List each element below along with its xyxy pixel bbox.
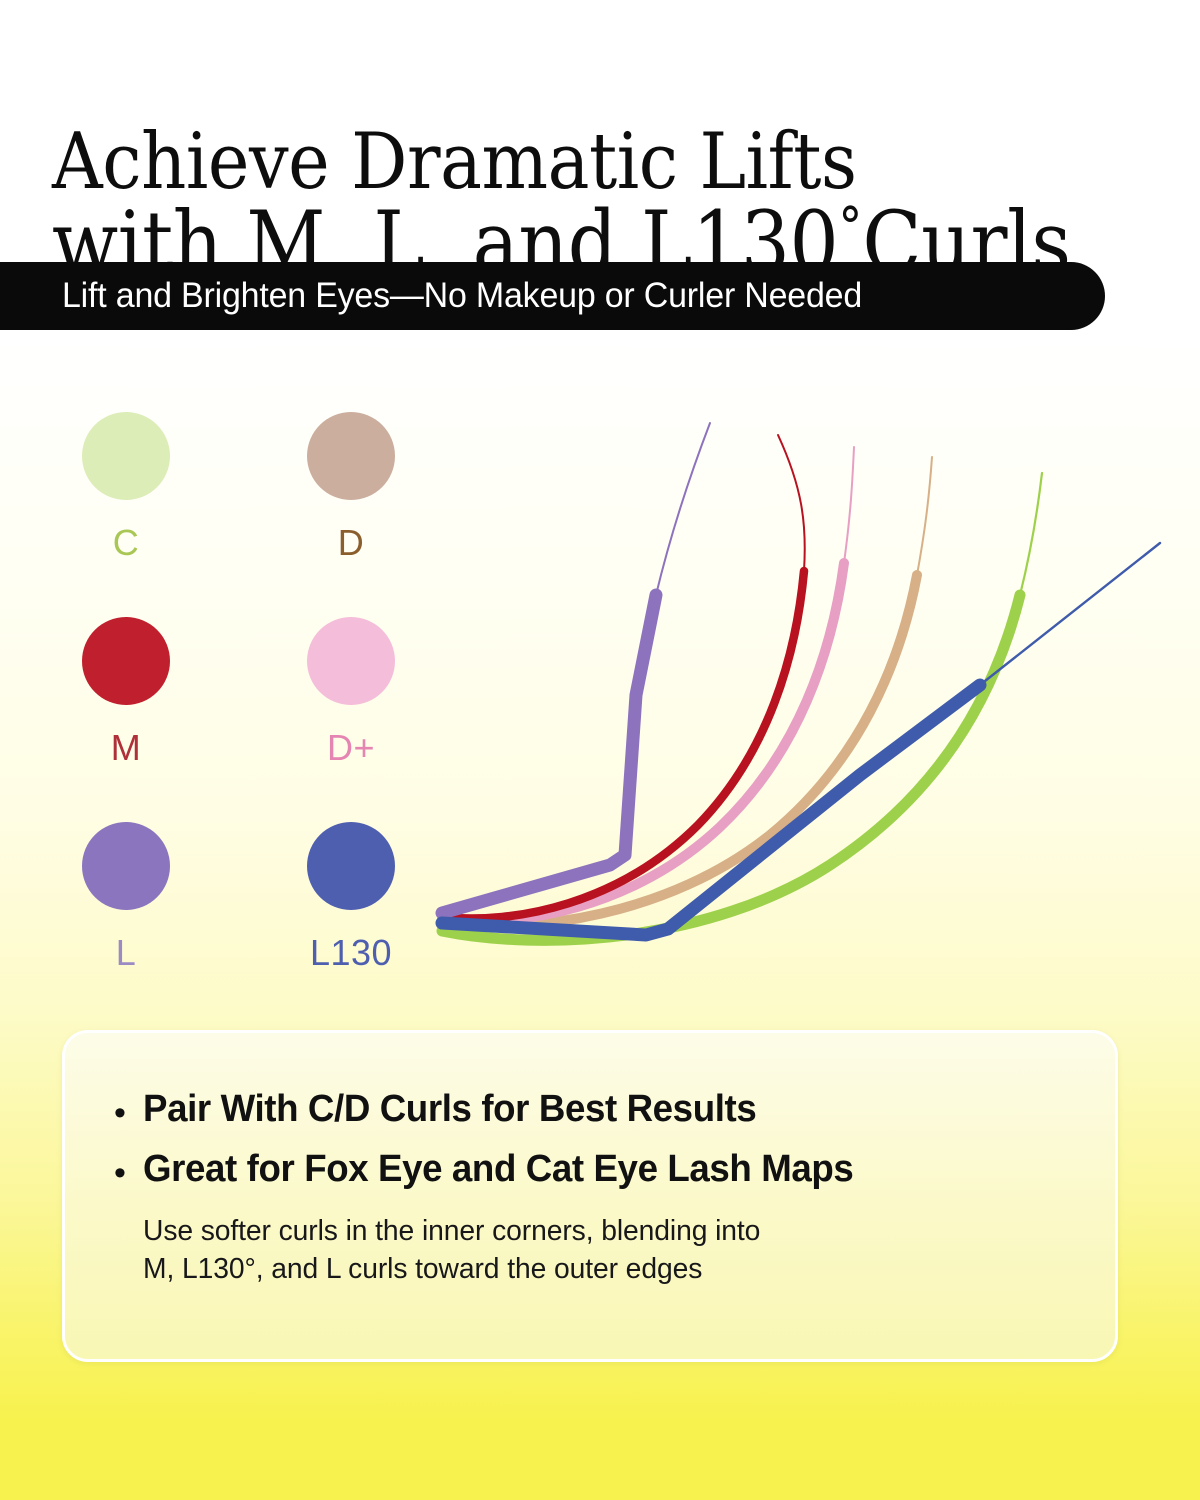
legend-label-c: C — [112, 522, 140, 563]
tips-subnote-line-2: M, L130°, and L curls toward the outer e… — [143, 1252, 703, 1285]
curve-m — [437, 434, 809, 923]
bullet-marker-icon: • — [114, 1094, 126, 1132]
tips-card: • Pair With C/D Curls for Best Results •… — [62, 1030, 1118, 1362]
legend-item-dplus[interactable]: D+ — [307, 617, 442, 822]
curve-dplus — [437, 446, 855, 927]
legend-item-d[interactable]: D — [307, 412, 442, 617]
legend-label-m: M — [110, 727, 142, 768]
swatch-dot-dplus — [307, 617, 395, 705]
legend-item-c[interactable]: C — [82, 412, 217, 617]
curve-l130 — [435, 541, 1162, 942]
swatch-dot-c — [82, 412, 170, 500]
legend-label-dplus: D+ — [326, 727, 376, 768]
tips-bullet-2: Great for Fox Eye and Cat Eye Lash Maps — [143, 1148, 854, 1191]
swatch-dot-m — [82, 617, 170, 705]
curl-legend: C D M D+ L L130 — [82, 412, 422, 1027]
legend-item-m[interactable]: M — [82, 617, 217, 822]
swatch-dot-d — [307, 412, 395, 500]
legend-item-l[interactable]: L — [82, 822, 217, 1027]
curve-l — [435, 422, 711, 920]
curve-c — [436, 471, 1044, 946]
swatch-dot-l130 — [307, 822, 395, 910]
legend-label-l: L — [115, 932, 137, 973]
curl-comparison-diagram — [420, 395, 1200, 985]
list-item: • Pair With C/D Curls for Best Results — [97, 1087, 1077, 1131]
tips-subnote-line-1: Use softer curls in the inner corners, b… — [143, 1215, 761, 1248]
tips-bullet-list: • Pair With C/D Curls for Best Results •… — [97, 1087, 1077, 1289]
list-item: • Great for Fox Eye and Cat Eye Lash Map… — [97, 1147, 1077, 1191]
legend-label-d: D — [337, 522, 365, 563]
legend-item-l130[interactable]: L130 — [307, 822, 442, 1027]
headline-line-1: Achieve Dramatic Lifts — [52, 117, 857, 208]
subtitle-banner-text: Lift and Brighten Eyes—No Makeup or Curl… — [62, 276, 863, 315]
bullet-marker-icon: • — [114, 1154, 126, 1193]
tips-bullet-1: Pair With C/D Curls for Best Results — [143, 1088, 757, 1130]
legend-label-l130: L130 — [309, 932, 393, 973]
subtitle-banner: Lift and Brighten Eyes—No Makeup or Curl… — [0, 262, 1105, 330]
swatch-dot-l — [82, 822, 170, 910]
degree-symbol: ° — [838, 196, 863, 259]
tips-subnote: Use softer curls in the inner corners, b… — [143, 1213, 1054, 1288]
